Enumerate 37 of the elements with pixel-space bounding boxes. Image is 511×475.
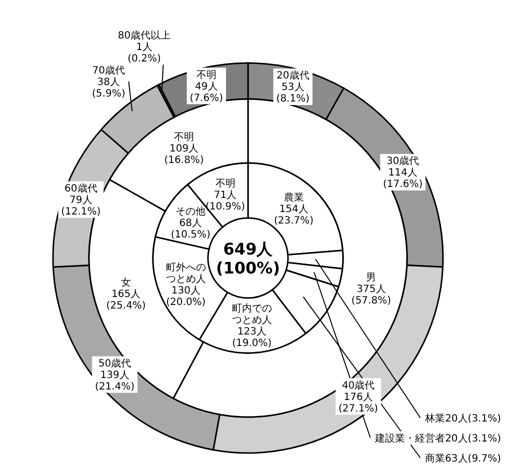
data-label: 79人(12.1%): [61, 195, 101, 218]
data-label: 1人(0.2%): [128, 42, 161, 64]
slice-label: 不明: [196, 70, 216, 81]
data-label: 71人(10.9%): [205, 190, 246, 212]
slice-label: 40歳代: [342, 379, 375, 392]
slice-label: 女: [121, 276, 132, 288]
data-label: 154人(23.7%): [274, 204, 314, 226]
slice-label: その他: [176, 205, 206, 218]
slice-label: 不明: [215, 178, 236, 190]
data-label: 109人(16.8%): [164, 144, 204, 166]
slice-label: 不明: [174, 132, 194, 144]
slice-label: 30歳代: [386, 155, 420, 168]
slice-label: 70歳代: [92, 64, 125, 76]
slice-label: 林業20人(3.1%): [424, 412, 502, 424]
data-label: 53人(8.1%): [276, 82, 310, 105]
data-label: 49人(7.6%): [190, 81, 224, 104]
slice-label: 80歳代以上: [118, 29, 171, 42]
slice-label: 町内でのつとめ人: [232, 302, 272, 326]
slice-label: 町外へのつとめ人: [166, 262, 206, 286]
slice-label: 男: [366, 272, 376, 284]
slice-label: 60歳代: [64, 182, 98, 195]
data-label: 375人(57.8%): [351, 284, 392, 307]
text: 649人: [223, 240, 274, 258]
data-label: 165人(25.4%): [106, 288, 146, 312]
data-label: 176人(27.1%): [338, 392, 378, 414]
slice-label: 建設業・経営者20人(3.1%): [374, 432, 502, 444]
data-label: 139人(21.4%): [95, 370, 135, 393]
slice-label: 農業: [284, 191, 304, 204]
data-label: 38人(5.9%): [92, 76, 126, 100]
data-label: 123人(19.0%): [232, 326, 272, 350]
data-label: 68人(10.5%): [170, 218, 210, 240]
data-label: 130人(20.0%): [166, 286, 206, 308]
data-label: 114人(17.6%): [383, 168, 423, 190]
text: (100%): [216, 258, 280, 278]
slice-label: 商業63人(9.7%): [425, 452, 502, 464]
slice-label: 20歳代: [276, 70, 310, 82]
slice-label: 50歳代: [98, 358, 132, 370]
